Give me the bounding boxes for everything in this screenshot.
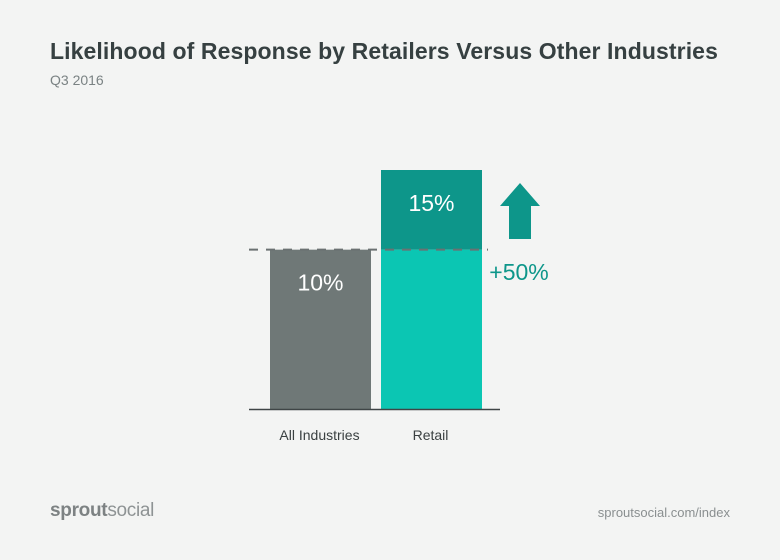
up-arrow-icon xyxy=(500,183,540,239)
bar-retail xyxy=(381,249,482,409)
brand-bold-text: sprout xyxy=(50,500,108,521)
category-label-all-industries: All Industries xyxy=(279,427,359,443)
value-label-retail: 15% xyxy=(408,190,454,216)
value-label-all-industries: 10% xyxy=(297,270,343,296)
brand-regular-text: social xyxy=(107,500,155,521)
sproutsocial-logo: sproutsocial xyxy=(50,500,154,522)
source-url: sproutsocial.com/index xyxy=(597,505,730,520)
bar-retail-increase xyxy=(381,170,482,250)
chart-title: Likelihood of Response by Retailers Vers… xyxy=(50,38,718,64)
chart-subtitle: Q3 2016 xyxy=(50,72,104,88)
category-label-retail: Retail xyxy=(413,427,449,443)
change-label: +50% xyxy=(489,259,548,285)
bar-all-industries xyxy=(270,249,371,409)
